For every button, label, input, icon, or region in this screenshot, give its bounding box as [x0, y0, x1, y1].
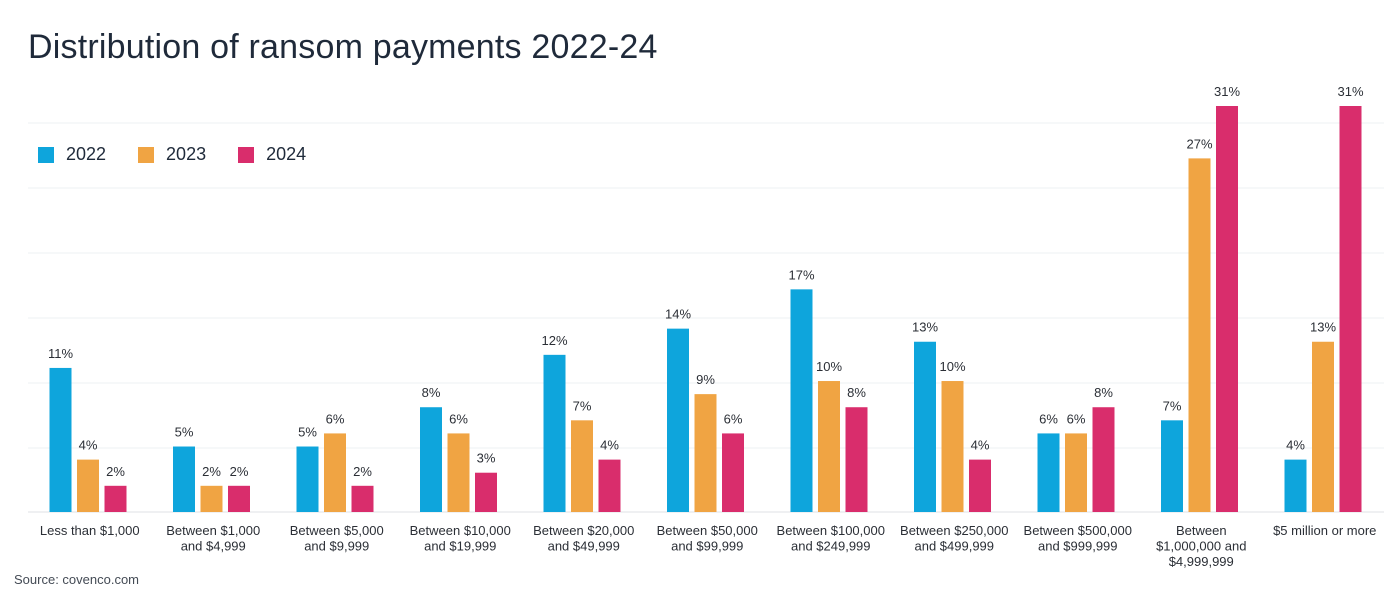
bar-2023-1[interactable]: [200, 485, 223, 512]
data-label-2023-8: 6%: [1067, 411, 1086, 426]
bar-2022-9[interactable]: [1161, 420, 1183, 512]
data-label-2024-6: 8%: [847, 385, 866, 400]
category-label-8: Between $500,000 and $999,999: [1024, 523, 1132, 554]
bar-2022-7[interactable]: [914, 341, 936, 512]
category-label-4: Between $20,000 and $49,999: [533, 523, 634, 554]
bar-2023-9[interactable]: [1188, 158, 1211, 513]
legend-swatch-2024: [238, 146, 255, 163]
category-label-0: Less than $1,000: [40, 523, 140, 538]
bar-2024-2[interactable]: [351, 485, 374, 512]
bar-2023-10[interactable]: [1312, 341, 1334, 512]
legend-item-2023[interactable]: 2023: [138, 144, 206, 165]
data-label-2024-7: 4%: [971, 438, 990, 453]
data-label-2023-3: 6%: [449, 411, 468, 426]
bar-2023-5[interactable]: [694, 394, 717, 512]
data-label-2022-6: 17%: [788, 267, 814, 282]
bar-2022-8[interactable]: [1037, 433, 1060, 512]
legend-label-2023: 2023: [166, 144, 207, 164]
category-label-6: Between $100,000 and $249,999: [777, 523, 885, 554]
data-label-2023-2: 6%: [326, 411, 345, 426]
bar-2022-10[interactable]: [1284, 459, 1307, 512]
data-label-2022-7: 13%: [912, 320, 938, 335]
bar-2023-0[interactable]: [77, 459, 99, 512]
category-label-3: Between $10,000 and $19,999: [410, 523, 511, 554]
data-label-2024-5: 6%: [724, 411, 743, 426]
data-label-2023-0: 4%: [79, 438, 98, 453]
bar-2024-1[interactable]: [228, 485, 250, 512]
data-label-2023-10: 13%: [1310, 320, 1336, 335]
data-label-2023-6: 10%: [816, 359, 842, 374]
bar-2024-3[interactable]: [475, 472, 497, 512]
bar-2024-5[interactable]: [722, 433, 744, 512]
bar-2023-3[interactable]: [447, 433, 470, 512]
data-label-2023-9: 27%: [1186, 136, 1212, 151]
bar-2022-0[interactable]: [49, 367, 72, 512]
legend-label-2024: 2024: [266, 144, 307, 164]
bar-2022-2[interactable]: [296, 446, 319, 512]
data-label-2023-5: 9%: [696, 372, 715, 387]
bar-2024-6[interactable]: [845, 407, 868, 512]
bar-2024-7[interactable]: [969, 459, 991, 512]
bar-2024-9[interactable]: [1216, 106, 1238, 512]
data-label-2024-1: 2%: [230, 464, 249, 479]
data-label-2023-7: 10%: [939, 359, 965, 374]
legend-swatch-2022: [38, 146, 54, 163]
data-label-2024-4: 4%: [600, 438, 619, 453]
bar-2022-3[interactable]: [420, 407, 442, 512]
source-note: Source: covenco.com: [14, 572, 140, 587]
data-label-2024-10: 31%: [1337, 84, 1363, 99]
data-label-2024-8: 8%: [1094, 385, 1113, 400]
data-label-2024-3: 3%: [477, 451, 496, 466]
data-label-2024-2: 2%: [353, 464, 372, 479]
bar-2022-1[interactable]: [173, 446, 195, 512]
data-label-2022-8: 6%: [1039, 411, 1058, 426]
data-label-2022-2: 5%: [298, 425, 317, 440]
legend-item-2024[interactable]: 2024: [238, 144, 306, 165]
data-label-2024-9: 31%: [1214, 84, 1240, 99]
bar-2022-4[interactable]: [543, 354, 566, 512]
bar-2023-8[interactable]: [1065, 433, 1087, 512]
bar-2022-6[interactable]: [790, 289, 813, 512]
data-label-2022-5: 14%: [665, 307, 691, 322]
category-label-7: Between $250,000 and $499,999: [900, 523, 1008, 554]
bar-2023-2[interactable]: [324, 433, 346, 512]
bar-2023-6[interactable]: [818, 381, 840, 512]
legend-item-2022[interactable]: 2022: [38, 144, 106, 165]
category-label-5: Between $50,000 and $99,999: [657, 523, 758, 554]
legend-label-2022: 2022: [66, 144, 107, 164]
data-label-2023-4: 7%: [573, 398, 592, 413]
chart-title: Distribution of ransom payments 2022-24: [28, 28, 658, 66]
chart-legend: 2022 2023 2024: [38, 144, 338, 165]
bar-2023-7[interactable]: [941, 381, 964, 512]
data-label-2023-1: 2%: [202, 464, 221, 479]
legend-swatch-2023: [138, 146, 155, 163]
category-label-2: Between $5,000 and $9,999: [290, 523, 384, 554]
data-label-2022-9: 7%: [1163, 398, 1182, 413]
bar-2022-5[interactable]: [667, 328, 689, 512]
bar-2024-0[interactable]: [104, 485, 127, 512]
data-label-2024-0: 2%: [106, 464, 125, 479]
bar-2024-8[interactable]: [1092, 407, 1115, 512]
bar-2023-4[interactable]: [571, 420, 593, 512]
category-label-9: Between $1,000,000 and $4,999,999: [1156, 523, 1246, 569]
category-label-10: $5 million or more: [1273, 523, 1376, 538]
category-label-1: Between $1,000 and $4,999: [166, 523, 260, 554]
data-label-2022-0: 11%: [48, 346, 73, 361]
data-label-2022-10: 4%: [1286, 438, 1305, 453]
bar-2024-10[interactable]: [1339, 106, 1362, 512]
bar-2024-4[interactable]: [598, 459, 621, 512]
data-label-2022-3: 8%: [422, 385, 441, 400]
data-label-2022-4: 12%: [541, 333, 567, 348]
data-label-2022-1: 5%: [175, 425, 194, 440]
